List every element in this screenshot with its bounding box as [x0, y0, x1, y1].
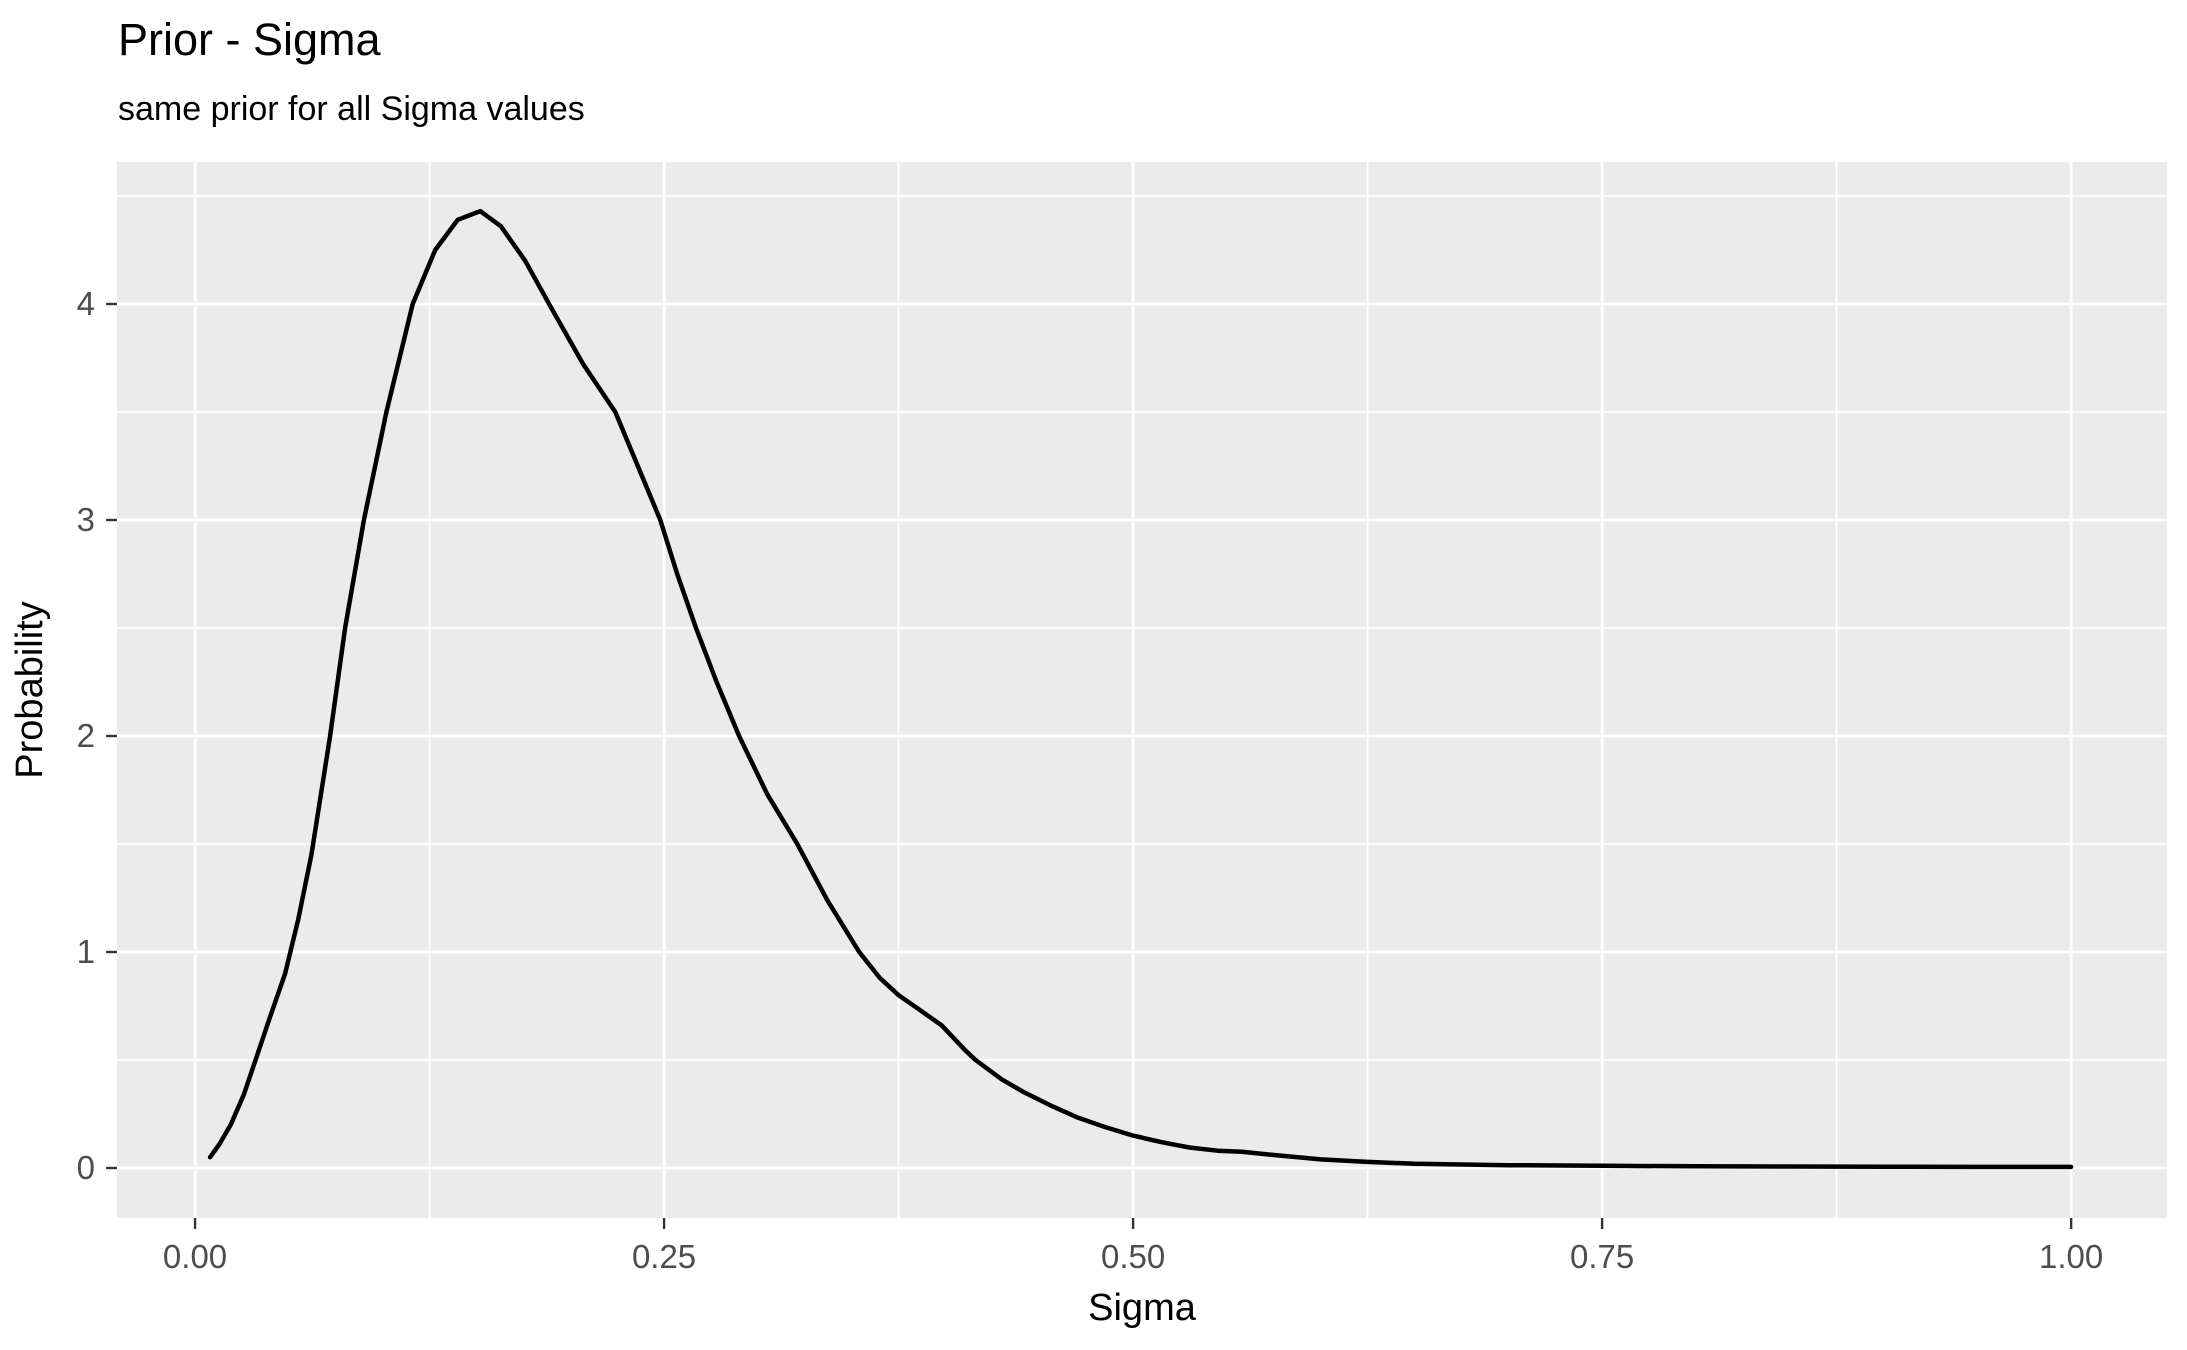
y-tick-label: 2: [77, 717, 95, 754]
y-axis-tick-marks: [106, 302, 117, 1170]
chart-title: Prior - Sigma: [118, 14, 382, 65]
x-tick-label: 0.75: [1570, 1238, 1634, 1275]
x-tick-label: 1.00: [2039, 1238, 2103, 1275]
minor-gridlines: [117, 162, 2167, 1218]
y-tick-label: 0: [77, 1149, 95, 1186]
chart-subtitle: same prior for all Sigma values: [118, 90, 585, 128]
y-tick-label: 1: [77, 933, 95, 970]
y-tick-label: 4: [77, 285, 95, 322]
x-tick-label: 0.00: [163, 1238, 227, 1275]
major-gridlines: [117, 162, 2167, 1218]
x-tick-label: 0.25: [632, 1238, 696, 1275]
y-tick-label: 3: [77, 501, 95, 538]
x-tick-label: 0.50: [1101, 1238, 1165, 1275]
x-axis-tick-marks: [193, 1218, 2073, 1229]
y-axis-title: Probability: [9, 601, 51, 778]
x-axis-title: Sigma: [1088, 1287, 1197, 1329]
density-curve: [207, 208, 2074, 1170]
panel-background: [117, 162, 2167, 1218]
y-axis-tick-labels: 0 1 2 3 4: [77, 285, 95, 1186]
x-axis-tick-labels: 0.00 0.25 0.50 0.75 1.00: [163, 1238, 2103, 1275]
